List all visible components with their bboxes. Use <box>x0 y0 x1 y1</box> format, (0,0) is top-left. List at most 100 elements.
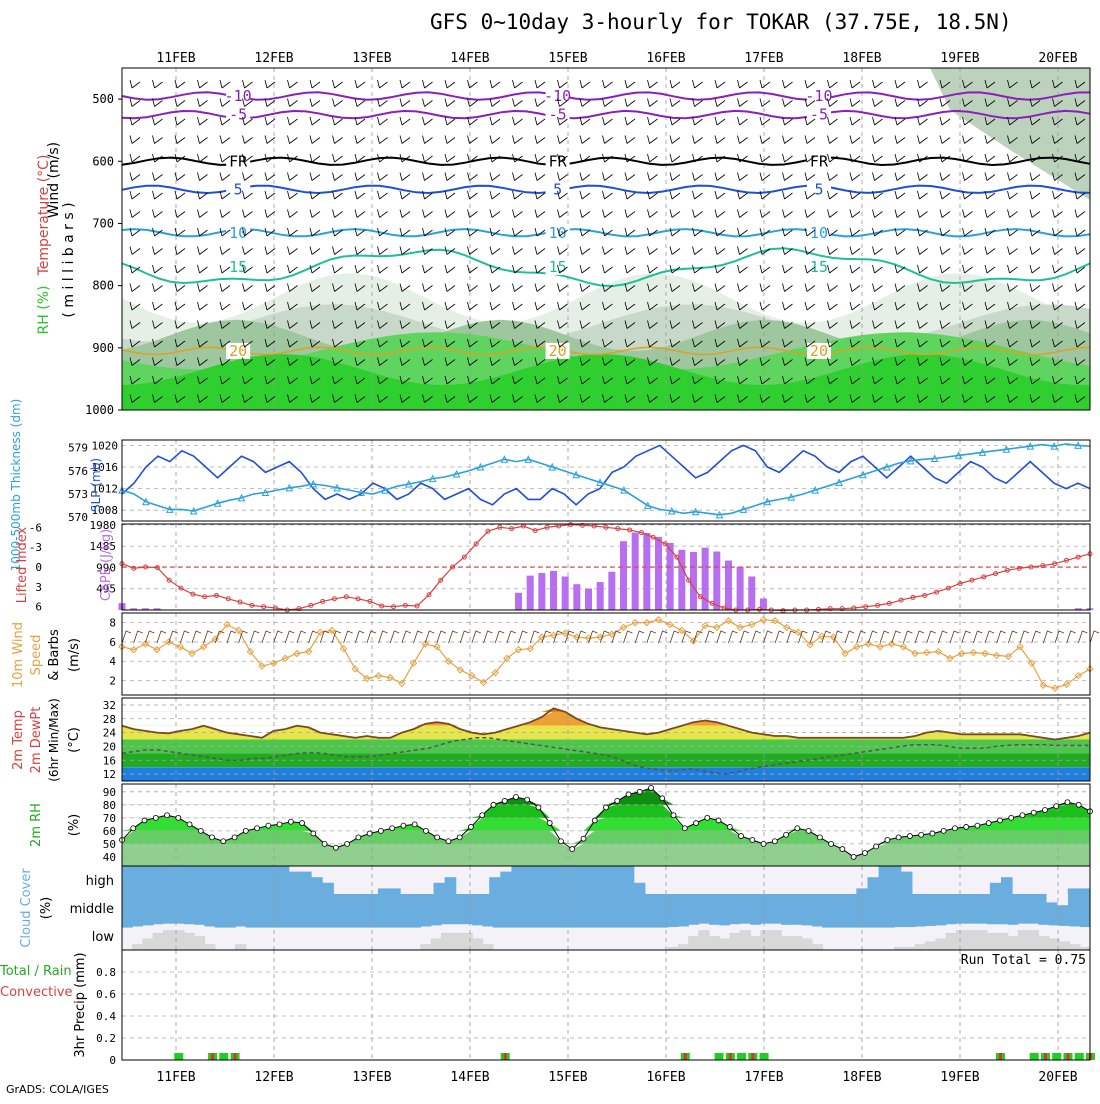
rh-point <box>434 834 441 841</box>
cloud-middle-bar <box>617 894 629 922</box>
wind-barb <box>174 227 186 237</box>
wind-barb <box>827 98 838 107</box>
wind-barb <box>309 246 321 255</box>
wind-barb <box>377 246 388 255</box>
wind-barb-10m <box>366 630 377 644</box>
lifted-index-point <box>296 606 302 612</box>
cloud-low-grey <box>997 933 1009 950</box>
cloud-middle-bar <box>760 894 772 922</box>
rh-point <box>456 834 463 841</box>
wind-barb <box>354 246 366 255</box>
cloud-low-fill <box>822 922 834 928</box>
cloud-middle-bar <box>287 894 299 922</box>
wind-tick-label: 4 <box>109 655 116 668</box>
precip-tick-label: 0.4 <box>96 1010 116 1023</box>
contour-label: 15 <box>229 258 247 276</box>
wind-barb <box>242 320 253 329</box>
lifted-index-point <box>993 571 999 577</box>
wind-barb <box>377 338 388 348</box>
contour-label: 10 <box>229 224 247 242</box>
cape-bar <box>724 560 732 610</box>
lifted-index-point <box>1052 561 1058 567</box>
wind-barb <box>287 357 298 366</box>
wind-barb <box>1007 357 1018 366</box>
wind-barb <box>152 264 163 274</box>
wind-barb <box>714 394 726 403</box>
wind-barb-10m <box>798 630 808 644</box>
rh-band <box>122 843 1090 866</box>
wind-barb <box>804 98 816 107</box>
cloud-middle-bar <box>749 894 761 922</box>
wind-barb-10m <box>658 630 668 644</box>
wind-barb-10m <box>553 630 563 644</box>
cloud-low-fill <box>719 922 731 926</box>
cloud-low-fill <box>935 922 947 926</box>
wind-barb <box>1074 190 1086 200</box>
cloud-low-grey <box>739 930 751 950</box>
wind-barb <box>872 283 883 292</box>
wind-barb <box>377 375 388 385</box>
bottom-date-label: 18FEB <box>842 1070 881 1085</box>
cloud-low-fill <box>1059 922 1070 926</box>
wind-barb <box>377 394 388 403</box>
wind-barb-10m <box>308 630 318 644</box>
wind-barb <box>174 135 186 144</box>
rh-point <box>130 825 137 832</box>
wind-barb-10m <box>144 630 155 644</box>
cloud-low-fill <box>338 922 350 928</box>
wind-barb <box>1007 172 1018 181</box>
wind-barb <box>1074 320 1086 329</box>
lifted-index-point <box>910 594 916 600</box>
wind-barb <box>467 357 478 366</box>
wind-barb <box>894 153 906 163</box>
wind-barb <box>534 264 546 274</box>
wind-barb <box>1074 172 1086 181</box>
temp-axis-label-4: (°C) <box>67 727 82 753</box>
wind-barb <box>647 116 658 126</box>
wind-barb <box>804 135 816 144</box>
wind-barb <box>534 227 546 237</box>
wind-barb <box>422 79 433 89</box>
wind-speed-point <box>678 626 686 635</box>
contour-label-bg <box>806 87 831 104</box>
wind-barb <box>264 172 276 181</box>
wind-barb <box>377 116 388 126</box>
wind-barb <box>759 375 771 385</box>
thickness-point <box>213 499 222 507</box>
cloud-middle-bar <box>606 894 618 922</box>
wind-barb-10m <box>856 630 866 644</box>
cloud-high-bar <box>266 866 279 894</box>
wind-barb-10m <box>424 630 435 644</box>
wind-barb <box>579 79 591 89</box>
temperature-contour <box>121 247 1091 288</box>
wind-barb <box>534 301 546 311</box>
lifted-index-point <box>237 599 243 605</box>
wind-speed-point <box>281 654 289 663</box>
wind-barb <box>197 394 208 403</box>
wind-barb <box>759 209 771 218</box>
wind-barb <box>714 227 726 237</box>
cloud-low-grey <box>729 933 741 950</box>
lifted-index-point <box>166 577 172 583</box>
cape-bar <box>596 582 604 610</box>
wind-barb <box>422 357 433 366</box>
wind-barb <box>579 98 591 107</box>
wind-barb-10m <box>996 630 1006 644</box>
wind-barb <box>242 172 253 181</box>
cloud-high-bar <box>277 866 290 894</box>
wind-barb <box>557 394 568 403</box>
wind-barb <box>714 301 726 311</box>
temperature-axis-label: Temperature (°C) <box>36 155 52 277</box>
wind-barb <box>962 172 973 181</box>
wind-barb <box>849 301 861 311</box>
wind-barb <box>917 79 928 89</box>
wind-barb <box>399 116 411 126</box>
wind-barb <box>669 98 681 107</box>
top-date-label: 13FEB <box>352 51 391 66</box>
run-total-label: Run Total = 0.75 <box>961 953 1086 968</box>
wind-barb <box>1074 227 1086 237</box>
rh-point <box>884 837 891 843</box>
contour-label: 5 <box>234 180 243 198</box>
rh-point <box>715 817 722 824</box>
wind-barb <box>827 338 838 348</box>
